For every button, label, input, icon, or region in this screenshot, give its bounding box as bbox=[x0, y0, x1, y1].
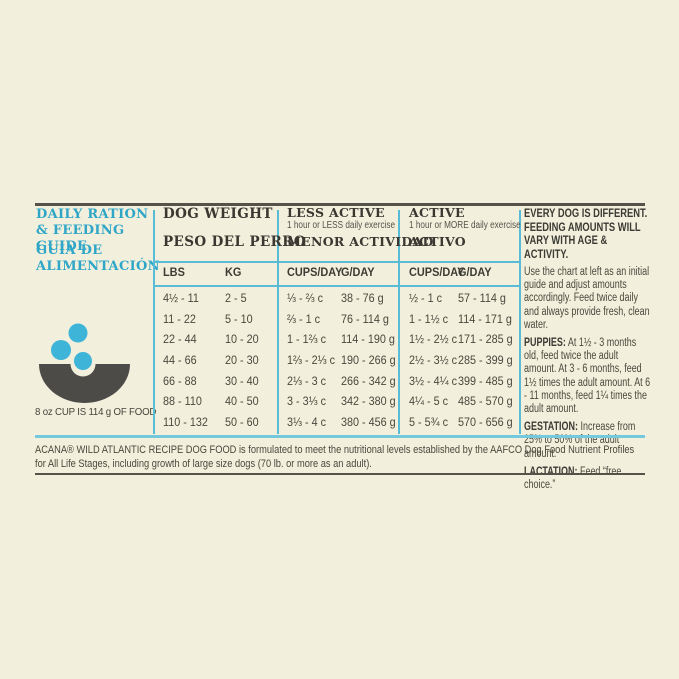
cell-less-cups: 2⅓ - 3 c bbox=[287, 375, 327, 388]
gestation-label: GESTATION: bbox=[524, 421, 578, 434]
table-row: 110 - 132 50 - 60 3⅓ - 4 c 380 - 456 g 5… bbox=[153, 413, 521, 434]
cell-less-g: 76 - 114 g bbox=[341, 313, 389, 326]
cell-active-g: 399 - 485 g bbox=[458, 375, 513, 388]
bowl-kibble-icon bbox=[39, 323, 130, 403]
divider-weight bbox=[277, 210, 279, 434]
puppies-text: At 1½ - 3 months old, feed twice the adu… bbox=[524, 337, 651, 416]
notes-puppies: PUPPIES: At 1½ - 3 months old, feed twic… bbox=[524, 337, 652, 416]
divider-lessactive bbox=[398, 210, 400, 434]
cup-measure-note: 8 oz CUP IS 114 g OF FOOD bbox=[35, 406, 157, 418]
notes-intro: Use the chart at left as an initial guid… bbox=[524, 266, 650, 331]
col-header-active-cups: CUPS/DAY bbox=[409, 267, 465, 279]
active-title: ACTIVE bbox=[409, 205, 465, 220]
cell-lbs: 44 - 66 bbox=[163, 354, 197, 367]
col-header-less-cups: CUPS/DAY bbox=[287, 267, 343, 279]
table-row: 22 - 44 10 - 20 1 - 1⅔ c 114 - 190 g 1½ … bbox=[153, 331, 521, 352]
col-header-active-g: G/DAY bbox=[458, 267, 492, 279]
cell-less-g: 266 - 342 g bbox=[341, 375, 396, 388]
cell-less-cups: ⅓ - ⅔ c bbox=[287, 292, 324, 305]
cell-kg: 2 - 5 bbox=[225, 292, 247, 305]
cell-less-g: 190 - 266 g bbox=[341, 354, 396, 367]
cell-active-g: 285 - 399 g bbox=[458, 354, 513, 367]
guide-title-en: DAILY RATION & FEEDING GUIDE bbox=[36, 207, 149, 254]
cell-active-g: 114 - 171 g bbox=[458, 313, 512, 326]
cell-active-cups: 4¼ - 5 c bbox=[409, 396, 449, 408]
dog-weight-title: DOG WEIGHT bbox=[163, 206, 273, 222]
divider-left bbox=[153, 210, 155, 434]
cell-less-cups: 1 - 1⅔ c bbox=[287, 334, 327, 346]
col-header-kg: KG bbox=[225, 267, 242, 279]
active-subtitle: 1 hour or MORE daily exercise bbox=[409, 220, 521, 231]
puppies-label: PUPPIES: bbox=[524, 337, 566, 350]
cell-lbs: 88 - 110 bbox=[163, 396, 202, 408]
less-active-title: LESS ACTIVE bbox=[287, 205, 385, 220]
cell-lbs: 4½ - 11 bbox=[163, 292, 199, 305]
table-row: 4½ - 11 2 - 5 ⅓ - ⅔ c 38 - 76 g ½ - 1 c … bbox=[153, 289, 521, 310]
cell-kg: 50 - 60 bbox=[225, 416, 259, 429]
cell-less-g: 114 - 190 g bbox=[341, 334, 395, 346]
table-row: 44 - 66 20 - 30 1⅔ - 2⅓ c 190 - 266 g 2½… bbox=[153, 351, 521, 372]
cell-lbs: 11 - 22 bbox=[163, 313, 196, 326]
cell-kg: 5 - 10 bbox=[225, 313, 253, 326]
cell-active-cups: ½ - 1 c bbox=[409, 292, 443, 305]
less-active-title-es: MENOR ACTIVIDAD bbox=[287, 234, 434, 249]
col-header-less-g: G/DAY bbox=[341, 267, 375, 279]
less-active-subtitle: 1 hour or LESS daily exercise bbox=[287, 220, 396, 231]
cell-less-g: 38 - 76 g bbox=[341, 292, 384, 305]
aafco-disclaimer: ACANA® WILD ATLANTIC RECIPE DOG FOOD is … bbox=[35, 444, 635, 470]
active-title-es: ACTIVO bbox=[409, 234, 466, 249]
footer-teal-rule bbox=[35, 435, 645, 438]
cell-less-cups: ⅔ - 1 c bbox=[287, 313, 321, 326]
cell-kg: 40 - 50 bbox=[225, 396, 259, 408]
cell-lbs: 66 - 88 bbox=[163, 375, 197, 388]
header-underline bbox=[153, 261, 521, 263]
cell-less-cups: 3⅓ - 4 c bbox=[287, 416, 327, 429]
cell-active-cups: 1 - 1½ c bbox=[409, 313, 449, 326]
table-row: 66 - 88 30 - 40 2⅓ - 3 c 266 - 342 g 3½ … bbox=[153, 372, 521, 393]
divider-active bbox=[519, 210, 521, 434]
cell-active-g: 57 - 114 g bbox=[458, 292, 506, 305]
cell-active-cups: 2½ - 3½ c bbox=[409, 354, 458, 367]
col-header-lbs: LBS bbox=[163, 267, 185, 279]
guide-title-es: GUIA DE ALIMENTACIÓN bbox=[36, 243, 160, 274]
cell-lbs: 22 - 44 bbox=[163, 334, 197, 346]
cell-kg: 30 - 40 bbox=[225, 375, 259, 388]
table-row: 88 - 110 40 - 50 3 - 3⅓ c 342 - 380 g 4¼… bbox=[153, 393, 521, 414]
cell-less-cups: 3 - 3⅓ c bbox=[287, 396, 327, 408]
notes-heading: EVERY DOG IS DIFFERENT. FEEDING AMOUNTS … bbox=[524, 206, 648, 261]
cell-active-g: 171 - 285 g bbox=[458, 334, 513, 346]
cell-kg: 20 - 30 bbox=[225, 354, 259, 367]
feeding-notes: EVERY DOG IS DIFFERENT. FEEDING AMOUNTS … bbox=[524, 206, 652, 497]
cell-active-cups: 3½ - 4¼ c bbox=[409, 375, 458, 388]
cell-less-g: 342 - 380 g bbox=[341, 396, 396, 408]
cell-less-cups: 1⅔ - 2⅓ c bbox=[287, 354, 336, 367]
cell-active-g: 485 - 570 g bbox=[458, 396, 513, 408]
feeding-table-body: 4½ - 11 2 - 5 ⅓ - ⅔ c 38 - 76 g ½ - 1 c … bbox=[153, 289, 521, 434]
cell-lbs: 110 - 132 bbox=[163, 416, 208, 429]
top-rule bbox=[35, 203, 645, 206]
cell-less-g: 380 - 456 g bbox=[341, 416, 396, 429]
cell-active-cups: 5 - 5¾ c bbox=[409, 416, 449, 429]
cell-kg: 10 - 20 bbox=[225, 334, 259, 346]
bottom-rule bbox=[35, 473, 645, 475]
dog-weight-title-es: PESO DEL PERRO bbox=[163, 234, 307, 250]
table-row: 11 - 22 5 - 10 ⅔ - 1 c 76 - 114 g 1 - 1½… bbox=[153, 310, 521, 331]
cell-active-cups: 1½ - 2½ c bbox=[409, 334, 458, 346]
subheader-underline bbox=[153, 285, 521, 287]
cell-active-g: 570 - 656 g bbox=[458, 416, 513, 429]
